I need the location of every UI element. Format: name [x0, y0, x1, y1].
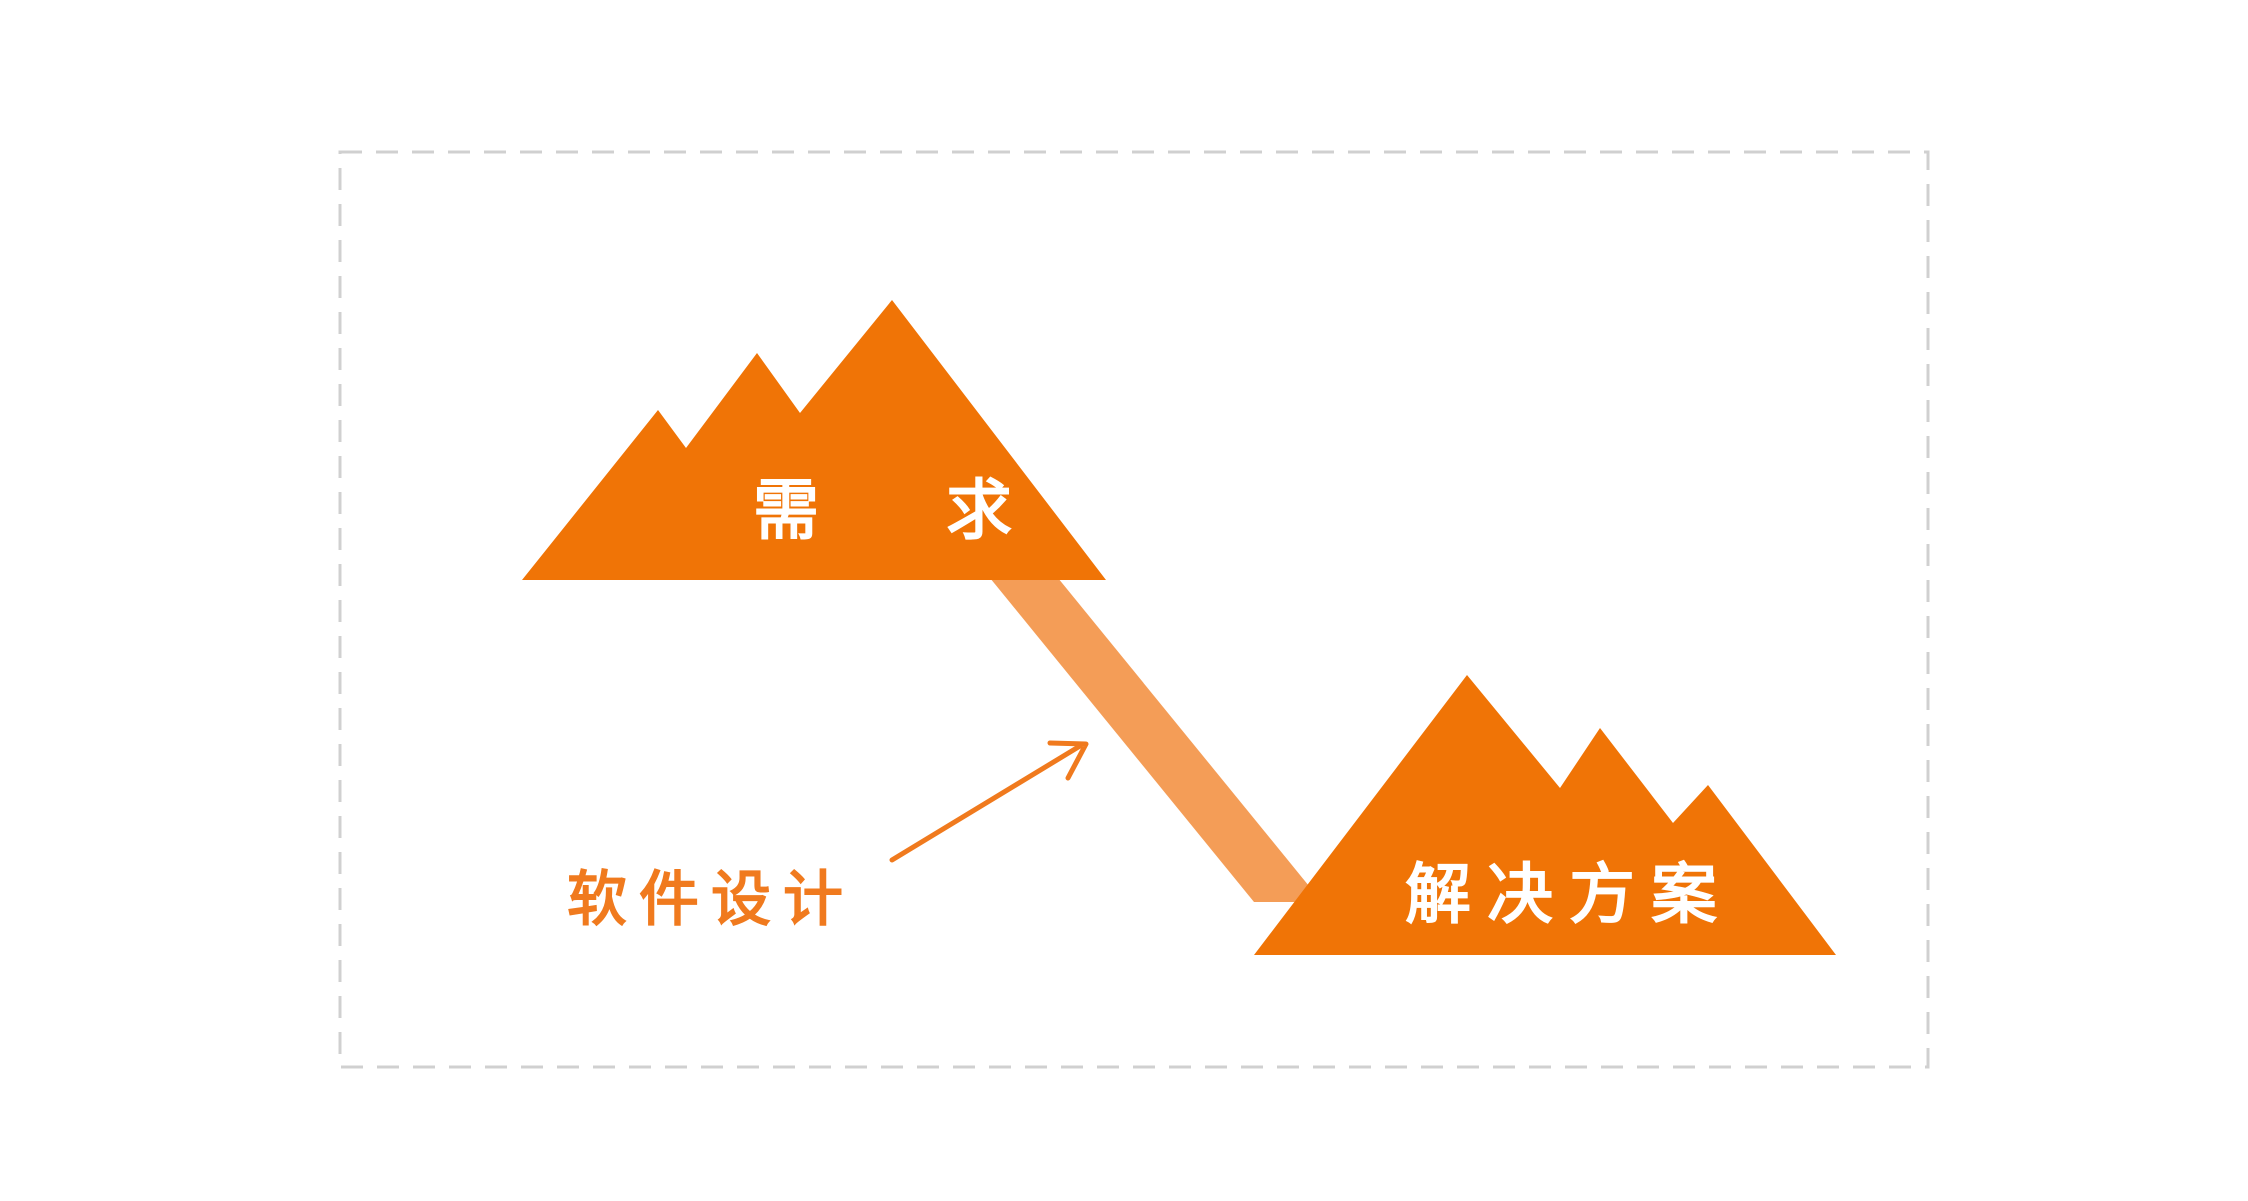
arrow-head-icon — [1047, 740, 1089, 781]
bridge-band — [990, 578, 1322, 902]
arrow-shaft — [889, 743, 1083, 863]
dashed-frame — [338, 150, 1930, 1069]
top-mountain-label: 需 求 — [753, 472, 1064, 549]
bottom-mountain-label: 解决方案 — [1405, 856, 1733, 933]
arrow-label: 软件设计 — [567, 865, 855, 935]
bottom-mountain — [1254, 675, 1836, 955]
top-mountain — [522, 300, 1106, 580]
